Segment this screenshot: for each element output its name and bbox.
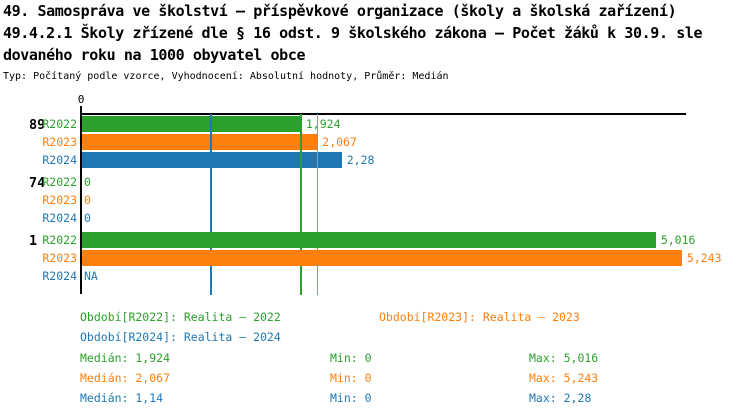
median-line-r2022 [300, 114, 302, 295]
group-label-1: 1 [29, 233, 38, 249]
row-label-89-r2023: R2023 [42, 135, 77, 149]
legend-period-r2023: Období[R2023]: Realita – 2023 [379, 310, 580, 324]
legend-max-r2023: Max: 5,243 [529, 371, 599, 385]
row-label-1-r2022: R2022 [42, 233, 77, 247]
bar-89-r2023 [82, 134, 318, 150]
chart-title-line2: 49.4.2.1 Školy zřízené dle § 16 odst. 9 … [3, 24, 703, 42]
x-axis-line [80, 113, 686, 115]
row-label-89-r2022: R2022 [42, 117, 77, 131]
chart-subtitle-meta: Typ: Počítaný podle vzorce, Vyhodnocení:… [3, 71, 449, 82]
legend-median-r2022: Medián: 1,924 [80, 351, 171, 365]
group-label-74: 74 [29, 175, 46, 191]
chart-title-line1: 49. Samospráva ve školství – příspěvkové… [3, 2, 677, 20]
row-label-74-r2024: R2024 [42, 211, 77, 225]
legend-median-r2024: Medián: 1,14 [80, 391, 164, 405]
row-label-74-r2023: R2023 [42, 193, 77, 207]
row-label-89-r2024: R2024 [42, 153, 77, 167]
legend-min-r2023: Min: 0 [330, 371, 372, 385]
bar-value-label-89-r2023: 2,067 [322, 135, 357, 149]
x-axis-zero-tick-label: 0 [77, 93, 85, 106]
bar-value-label-74-r2022: 0 [84, 175, 91, 189]
legend-period-r2024: Období[R2024]: Realita – 2024 [80, 330, 281, 344]
legend-min-r2024: Min: 0 [330, 391, 372, 405]
median-line-r2023 [316, 114, 319, 295]
median-line-r2024 [210, 114, 212, 295]
legend-median-r2023: Medián: 2,067 [80, 371, 171, 385]
row-label-74-r2022: R2022 [42, 175, 77, 189]
legend-max-r2022: Max: 5,016 [529, 351, 599, 365]
bar-89-r2022 [82, 116, 301, 132]
bar-89-r2024 [82, 152, 342, 168]
legend-period-r2022: Období[R2022]: Realita – 2022 [80, 310, 281, 324]
chart-title-line3: dovaného roku na 1000 obyvatel obce [3, 46, 306, 64]
bar-1-r2023 [82, 250, 682, 266]
bar-value-label-1-r2022: 5,016 [660, 233, 696, 247]
x-axis-tick-mark [80, 106, 82, 113]
legend-max-r2024: Max: 2,28 [529, 391, 592, 405]
group-label-89: 89 [29, 117, 46, 133]
bar-value-label-74-r2023: 0 [84, 193, 91, 207]
y-axis-line [79, 113, 82, 294]
bar-value-label-74-r2024: 0 [84, 211, 91, 225]
bar-value-label-1-r2023: 5,243 [686, 251, 722, 265]
row-label-1-r2024: R2024 [42, 269, 77, 283]
legend-min-r2022: Min: 0 [330, 351, 372, 365]
row-label-1-r2023: R2023 [42, 251, 77, 265]
bar-1-r2022 [82, 232, 656, 248]
bar-value-label-1-r2024: NA [84, 269, 98, 283]
bar-value-label-89-r2024: 2,28 [346, 153, 375, 167]
bar-value-label-89-r2022: 1,924 [305, 117, 341, 131]
